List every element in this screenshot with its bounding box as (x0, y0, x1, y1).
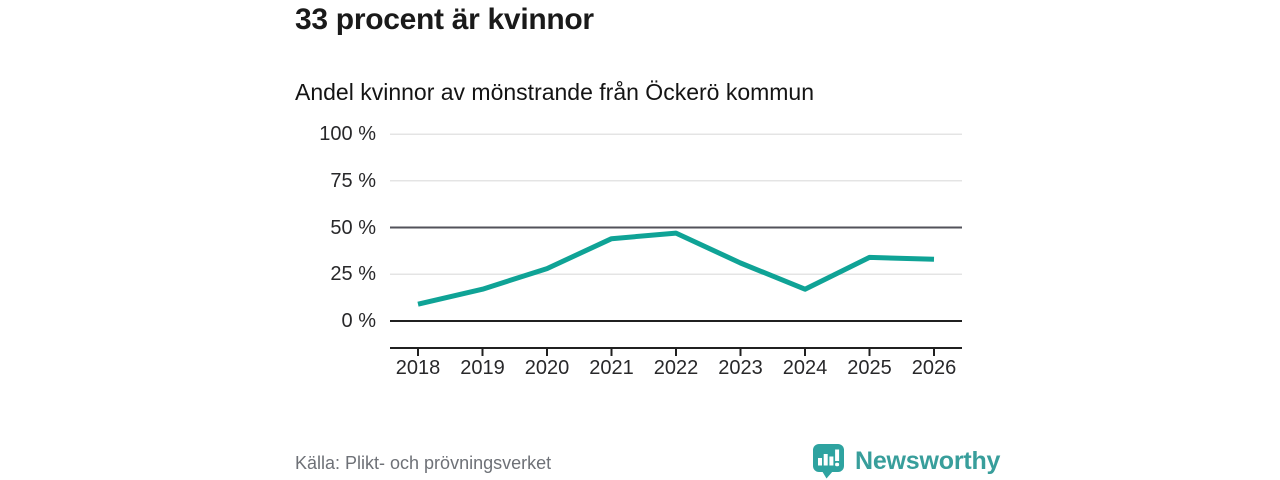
y-tick-label-50: 50 % (330, 216, 376, 239)
x-tick-label-2023: 2023 (718, 357, 763, 379)
x-tick-label-2022: 2022 (653, 357, 699, 379)
x-tick-label-2025: 2025 (847, 357, 892, 379)
y-tick-label-100: 100 % (319, 123, 376, 145)
y-tick-label-0: 0 % (341, 310, 376, 332)
data-series-line (417, 230, 935, 307)
newsworthy-bubble-chart-icon (813, 444, 844, 479)
newsworthy-logo: Newsworthy (811, 443, 1000, 479)
source-note: Källa: Plikt- och prövningsverket (295, 453, 552, 473)
x-tick-label-2021: 2021 (589, 357, 634, 379)
newsworthy-wordmark: Newsworthy (855, 446, 1001, 475)
x-tick-label-2024: 2024 (782, 357, 828, 379)
x-tick-label-2026: 2026 (911, 357, 957, 379)
y-tick-label-75: 75 % (330, 169, 376, 192)
x-tick-label-2018: 2018 (395, 357, 441, 379)
y-tick-label-25: 25 % (330, 263, 376, 286)
chart-title: 33 procent är kvinnor (295, 3, 594, 36)
x-tick-label-2020: 2020 (524, 357, 570, 379)
chart-subtitle: Andel kvinnor av mönstrande från Öckerö … (295, 79, 815, 105)
x-tick-label-2019: 2019 (460, 357, 505, 379)
